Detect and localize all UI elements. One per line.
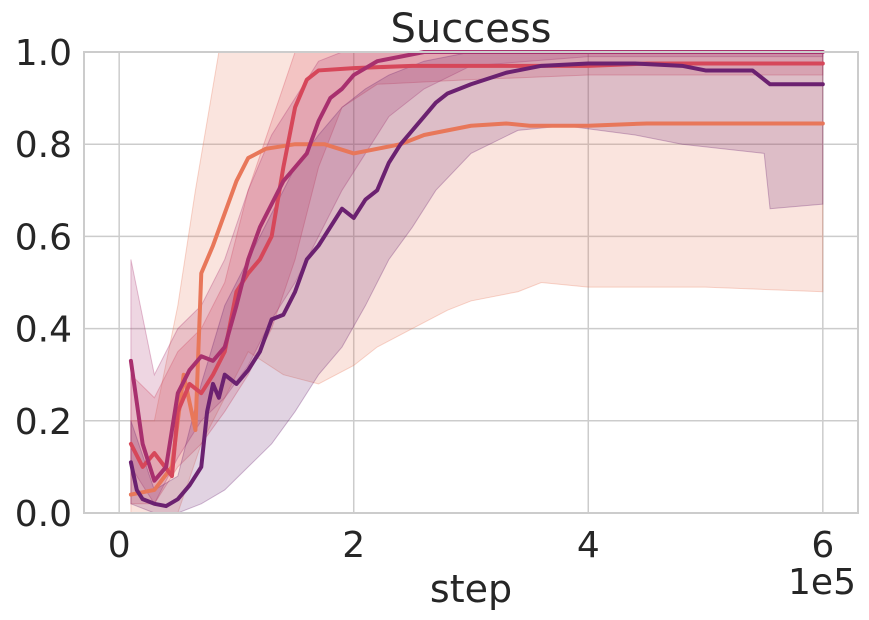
series-3-line <box>128 50 825 483</box>
y-tick-label-5: 1.0 <box>15 33 72 74</box>
x-tick-label-3: 6 <box>811 525 834 566</box>
y-tick-label-2: 0.4 <box>15 310 72 351</box>
x-tick-label-0: 0 <box>108 525 131 566</box>
y-tick-label-3: 0.6 <box>15 217 72 258</box>
series-lines <box>128 50 825 509</box>
x-offset-label: 1e5 <box>788 562 856 603</box>
y-tick-label-0: 0.0 <box>15 494 72 535</box>
chart-title: Success <box>390 6 551 52</box>
y-tick-label-4: 0.8 <box>15 125 72 166</box>
x-axis-title: step <box>430 567 512 611</box>
x-tick-label-1: 2 <box>342 525 365 566</box>
series-2-band <box>130 51 824 505</box>
series-3-band <box>130 51 824 505</box>
x-tick-label-2: 4 <box>577 525 600 566</box>
y-tick-label-1: 0.2 <box>15 402 72 443</box>
plot-frame <box>83 51 859 514</box>
tick-labels: 0 2 4 6 0.0 0.2 0.4 0.6 0.8 1.0 <box>15 33 835 566</box>
series-4-line <box>128 61 825 509</box>
confidence-bands <box>130 51 824 514</box>
series-1-line <box>128 121 825 497</box>
series-1-band <box>130 51 824 514</box>
